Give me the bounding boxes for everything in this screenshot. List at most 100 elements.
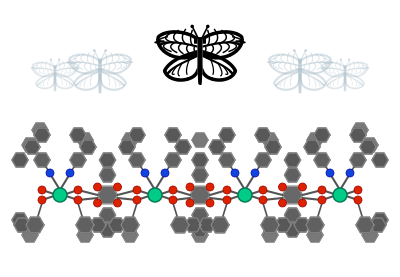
Circle shape — [251, 169, 259, 177]
Polygon shape — [14, 218, 30, 232]
Circle shape — [186, 199, 194, 207]
Polygon shape — [175, 140, 191, 154]
Circle shape — [171, 61, 173, 63]
Circle shape — [169, 196, 177, 204]
Polygon shape — [192, 153, 208, 167]
Circle shape — [94, 199, 102, 207]
Circle shape — [278, 199, 286, 207]
Polygon shape — [200, 32, 242, 58]
Polygon shape — [211, 217, 229, 233]
Circle shape — [173, 31, 175, 33]
Circle shape — [114, 199, 122, 207]
Polygon shape — [192, 228, 208, 242]
Polygon shape — [195, 39, 200, 43]
Polygon shape — [261, 217, 279, 233]
Circle shape — [157, 39, 159, 40]
Circle shape — [186, 33, 188, 35]
Circle shape — [169, 54, 171, 56]
Polygon shape — [198, 38, 202, 84]
Polygon shape — [32, 123, 48, 137]
Circle shape — [133, 186, 141, 194]
Polygon shape — [344, 66, 346, 91]
Circle shape — [158, 45, 160, 46]
Circle shape — [238, 188, 252, 202]
Polygon shape — [284, 208, 300, 222]
Circle shape — [207, 25, 209, 27]
Circle shape — [240, 45, 242, 46]
Polygon shape — [284, 153, 300, 167]
Polygon shape — [307, 228, 323, 242]
Circle shape — [105, 50, 106, 51]
Polygon shape — [129, 128, 145, 142]
Circle shape — [74, 196, 82, 204]
Circle shape — [215, 55, 217, 57]
Polygon shape — [90, 218, 106, 232]
Polygon shape — [356, 217, 374, 233]
Circle shape — [298, 183, 306, 191]
Circle shape — [241, 39, 243, 40]
Circle shape — [38, 196, 46, 204]
Circle shape — [225, 31, 227, 33]
Circle shape — [186, 183, 194, 191]
Polygon shape — [24, 140, 40, 154]
Polygon shape — [255, 153, 271, 167]
Circle shape — [212, 33, 214, 35]
Polygon shape — [282, 186, 302, 204]
Polygon shape — [200, 51, 235, 80]
Polygon shape — [100, 223, 116, 237]
Polygon shape — [198, 38, 202, 84]
Polygon shape — [199, 218, 215, 232]
Polygon shape — [284, 223, 300, 237]
Circle shape — [187, 78, 189, 80]
Circle shape — [53, 188, 67, 202]
Circle shape — [318, 196, 326, 204]
Polygon shape — [100, 153, 116, 167]
Circle shape — [259, 186, 267, 194]
Polygon shape — [122, 228, 138, 242]
Circle shape — [176, 57, 178, 58]
Circle shape — [38, 186, 46, 194]
Circle shape — [305, 50, 306, 51]
Polygon shape — [70, 128, 86, 142]
Polygon shape — [262, 228, 278, 242]
Circle shape — [223, 196, 231, 204]
Polygon shape — [219, 128, 235, 142]
Polygon shape — [192, 168, 208, 182]
Polygon shape — [192, 208, 208, 222]
Polygon shape — [314, 153, 330, 167]
Circle shape — [346, 169, 354, 177]
Circle shape — [141, 169, 149, 177]
Circle shape — [354, 196, 362, 204]
Circle shape — [201, 69, 203, 71]
Circle shape — [196, 38, 198, 40]
Polygon shape — [192, 223, 208, 237]
Polygon shape — [99, 59, 101, 93]
Circle shape — [196, 53, 198, 55]
Circle shape — [237, 33, 238, 35]
Polygon shape — [34, 128, 50, 142]
Circle shape — [231, 169, 239, 177]
Circle shape — [148, 188, 162, 202]
Polygon shape — [372, 153, 388, 167]
Polygon shape — [109, 218, 125, 232]
Circle shape — [294, 50, 295, 51]
Polygon shape — [185, 218, 201, 232]
Polygon shape — [192, 133, 208, 147]
Polygon shape — [275, 218, 291, 232]
Polygon shape — [22, 138, 38, 152]
Circle shape — [114, 183, 122, 191]
Polygon shape — [370, 218, 386, 232]
Polygon shape — [372, 213, 388, 227]
Circle shape — [94, 183, 102, 191]
Circle shape — [205, 75, 206, 76]
Circle shape — [161, 169, 169, 177]
Circle shape — [164, 71, 166, 72]
Circle shape — [326, 169, 334, 177]
Polygon shape — [54, 66, 56, 91]
Circle shape — [66, 169, 74, 177]
Circle shape — [46, 169, 54, 177]
Polygon shape — [76, 217, 94, 233]
Circle shape — [133, 196, 141, 204]
Circle shape — [191, 25, 193, 27]
Circle shape — [184, 57, 185, 58]
